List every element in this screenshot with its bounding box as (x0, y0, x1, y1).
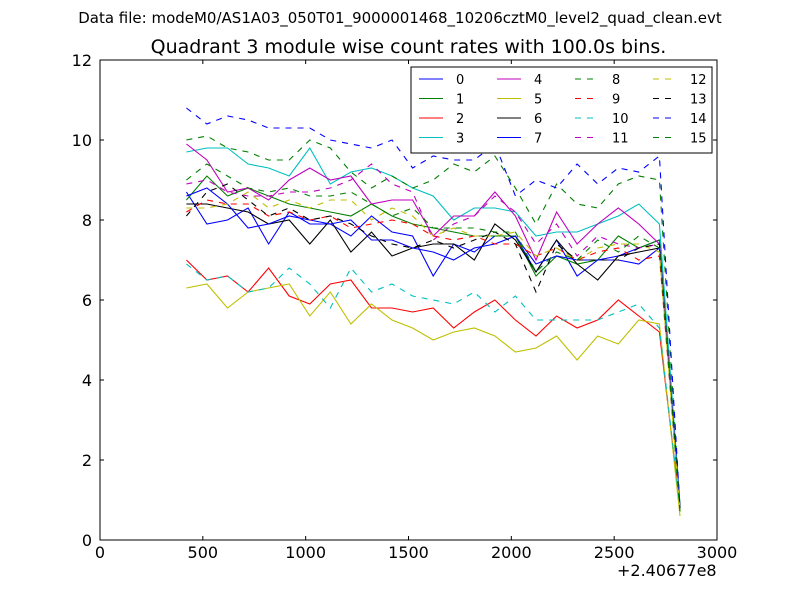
legend-label-2: 2 (456, 112, 464, 127)
series-line-9 (186, 199, 681, 509)
x-tick-label: 0 (95, 543, 105, 562)
plot-frame (99, 59, 718, 541)
series-line-14 (186, 107, 681, 509)
legend-label-7: 7 (534, 132, 542, 147)
legend-label-1: 1 (456, 93, 464, 108)
x-tick-label: 1500 (388, 543, 429, 562)
series-line-11 (186, 163, 681, 509)
x-axis-offset-label: +2.40677e8 (617, 561, 717, 580)
x-tick-label: 3000 (697, 543, 738, 562)
legend-label-0: 0 (456, 73, 464, 88)
legend-label-5: 5 (534, 93, 542, 108)
legend-box (410, 66, 713, 154)
legend-label-13: 13 (690, 93, 707, 108)
x-tick-label: 2000 (491, 543, 532, 562)
chart-title: Quadrant 3 module wise count rates with … (150, 36, 667, 58)
legend-label-9: 9 (612, 93, 620, 108)
y-tick-label: 4 (82, 371, 92, 390)
legend-label-11: 11 (612, 132, 629, 147)
legend-label-4: 4 (534, 73, 542, 88)
legend-label-12: 12 (690, 73, 707, 88)
series-line-7 (186, 187, 681, 509)
series-line-12 (186, 191, 681, 513)
y-tick-label: 10 (72, 131, 92, 150)
data-file-suptitle: Data file: modeM0/AS1A03_050T01_90000014… (78, 9, 722, 27)
legend-label-14: 14 (690, 112, 707, 127)
series-line-8 (186, 135, 681, 509)
legend-label-15: 15 (690, 132, 707, 147)
x-tick-label: 2500 (594, 543, 635, 562)
series-line-4 (186, 143, 681, 509)
series-line-10 (186, 263, 681, 509)
series-line-1 (185, 175, 681, 513)
y-tick-label: 12 (72, 51, 92, 70)
series-line-13 (185, 183, 681, 509)
series-line-2 (186, 259, 681, 509)
y-tick-label: 8 (82, 211, 92, 230)
legend-label-6: 6 (534, 112, 542, 127)
series-line-15 (186, 163, 681, 513)
y-tick-label: 2 (82, 451, 92, 470)
series-line-3 (186, 146, 681, 505)
y-tick-label: 6 (82, 291, 92, 310)
x-tick-label: 1000 (285, 543, 326, 562)
legend-label-8: 8 (612, 73, 620, 88)
x-tick-label: 500 (188, 543, 219, 562)
legend-label-10: 10 (612, 112, 629, 127)
series-line-5 (186, 283, 681, 517)
legend-label-3: 3 (456, 132, 464, 147)
series-lines (185, 107, 681, 517)
y-tick-label: 0 (82, 531, 92, 550)
